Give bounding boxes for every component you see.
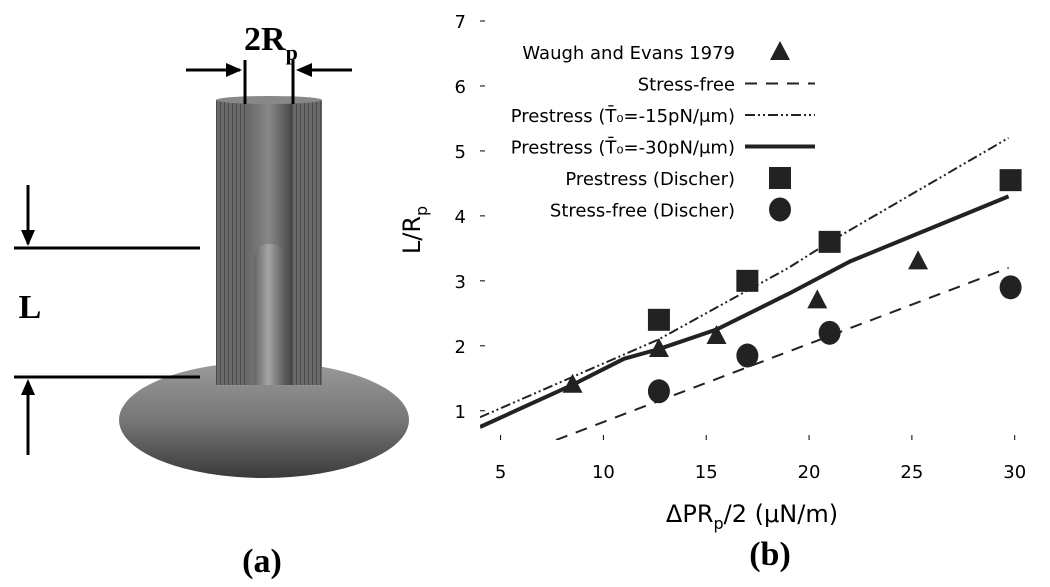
label-main: 2R xyxy=(244,21,286,58)
dimension-lines xyxy=(14,60,352,455)
panel-caption: (a) xyxy=(242,543,282,580)
label-main: /2 (μN/m) xyxy=(724,500,838,528)
square-marker xyxy=(769,167,791,189)
label-subscript: p xyxy=(286,40,298,65)
square-marker xyxy=(736,269,759,292)
legend-label: Prestress (Discher) xyxy=(565,169,735,190)
pipette-wall xyxy=(216,100,246,385)
legend-label: Prestress (T̄₀=-15pN/μm) xyxy=(511,105,735,127)
plot: 5 10 15 20 25 30 1 2 3 4 5 6 7 Waugh and Evans 1979 St… xyxy=(455,12,1027,483)
square-marker xyxy=(818,230,841,253)
legend-label: Stress-free xyxy=(638,75,735,96)
panel-caption: (b) xyxy=(749,536,791,573)
aspirated-tongue xyxy=(254,244,286,385)
legend-label: Waugh and Evans 1979 xyxy=(522,43,735,64)
circle-marker xyxy=(647,379,670,404)
cell-diagram xyxy=(119,96,409,478)
x-tick-label: 25 xyxy=(900,462,923,483)
triangle-marker xyxy=(770,41,790,60)
y-tick-label: 2 xyxy=(455,337,466,358)
triangle-marker xyxy=(807,289,828,309)
square-marker xyxy=(999,169,1022,192)
width-label: 2Rp xyxy=(244,21,298,65)
pipette-wall xyxy=(292,100,322,385)
label-subscript: p xyxy=(714,514,724,533)
x-tick-label: 10 xyxy=(592,462,615,483)
y-tick-label: 5 xyxy=(455,142,466,163)
arrowheads xyxy=(21,63,312,395)
label-subscript: p xyxy=(412,206,431,216)
y-tick-label: 6 xyxy=(455,77,466,98)
triangle-marker xyxy=(908,250,929,270)
y-tick-label: 1 xyxy=(455,402,466,423)
x-tick-label: 20 xyxy=(798,462,821,483)
series-line xyxy=(480,137,1010,419)
circle-marker xyxy=(769,197,791,222)
x-tick-label: 15 xyxy=(695,462,718,483)
square-marker xyxy=(647,308,670,331)
label-main: L/R xyxy=(398,216,426,254)
circle-marker xyxy=(999,275,1022,300)
cell-body xyxy=(119,362,409,478)
y-axis-label: L/Rp xyxy=(398,206,431,254)
y-tick-label: 3 xyxy=(455,272,466,293)
y-tick-label: 4 xyxy=(455,207,466,228)
pipette-rim xyxy=(216,96,322,104)
circle-marker xyxy=(818,320,841,345)
x-tick-label: 30 xyxy=(1003,462,1026,483)
triangle-marker xyxy=(706,325,727,345)
y-tick-label: 7 xyxy=(455,12,466,33)
label-main: ΔPR xyxy=(666,500,714,528)
x-tick-label: 5 xyxy=(495,462,506,483)
x-axis-label: ΔPRp/2 (μN/m) xyxy=(666,500,838,533)
series-line xyxy=(480,194,1010,429)
circle-marker xyxy=(736,343,759,368)
legend-label: Prestress (T̄₀=-30pN/μm) xyxy=(511,136,735,158)
series-line xyxy=(555,266,1009,440)
legend-label: Stress-free (Discher) xyxy=(550,201,735,222)
length-label: L xyxy=(19,289,42,326)
